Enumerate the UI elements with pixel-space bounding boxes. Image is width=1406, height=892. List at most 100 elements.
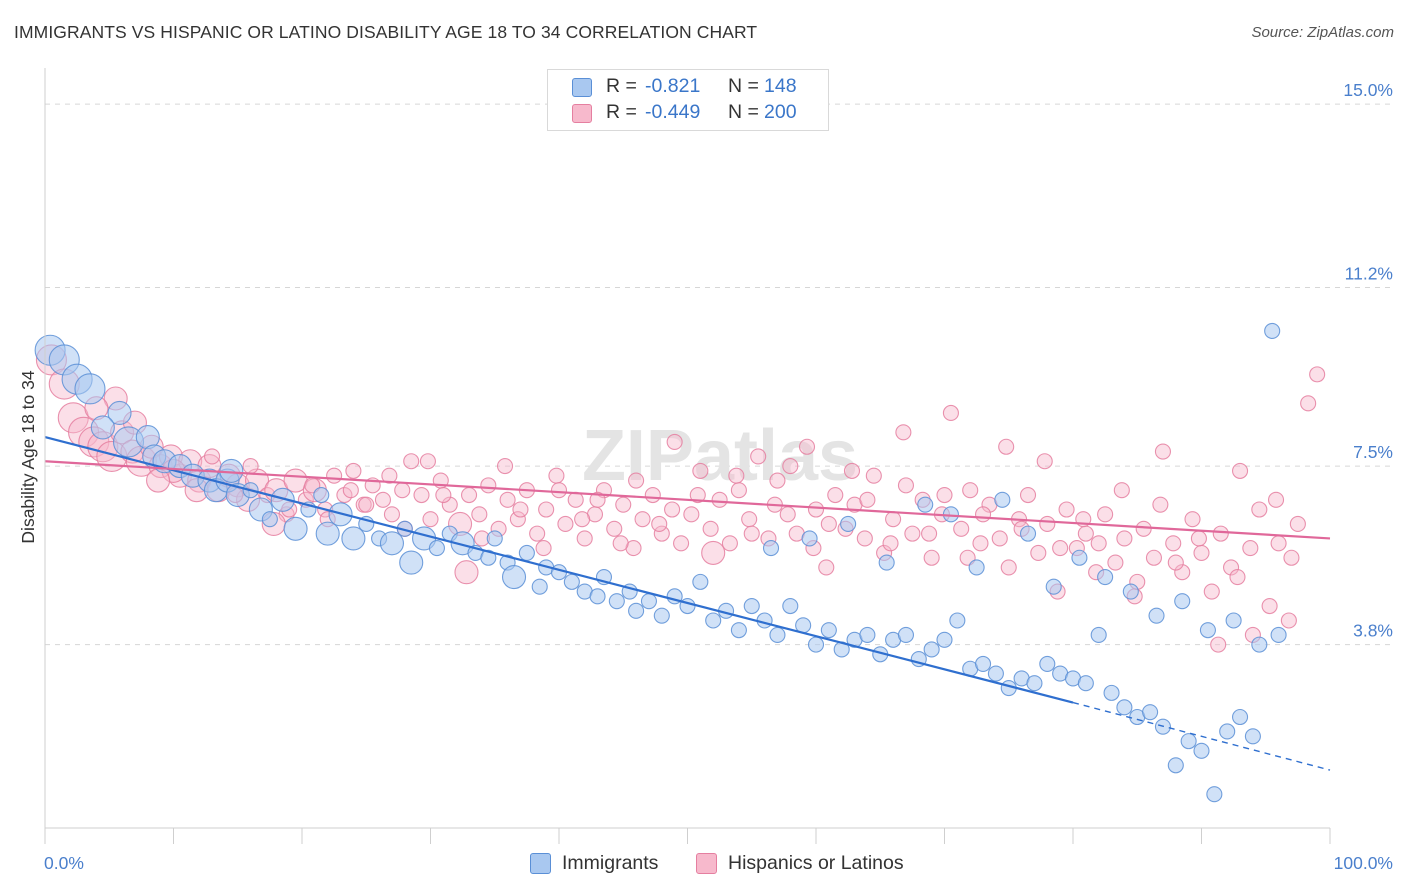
- data-point: [1122, 583, 1139, 600]
- data-point: [730, 622, 747, 639]
- data-point: [728, 467, 745, 484]
- immigrants-trend-line: [44, 436, 1074, 704]
- data-point: [1225, 612, 1242, 629]
- data-point: [315, 521, 340, 546]
- data-point: [1107, 554, 1124, 571]
- data-point: [1206, 786, 1223, 803]
- data-point: [1030, 544, 1047, 561]
- data-point: [1154, 443, 1171, 460]
- data-point: [399, 550, 424, 575]
- immigrants-trend-extension: [1072, 701, 1331, 771]
- data-point: [454, 560, 479, 585]
- data-point: [576, 530, 593, 547]
- data-point: [998, 438, 1015, 455]
- data-point: [1019, 525, 1037, 542]
- data-point: [1135, 520, 1152, 537]
- data-point: [1000, 559, 1017, 576]
- data-point: [313, 486, 330, 504]
- chart-title: IMMIGRANTS VS HISPANIC OR LATINO DISABIL…: [14, 22, 758, 42]
- data-point: [972, 535, 989, 552]
- data-point: [974, 655, 992, 672]
- data-point: [683, 506, 700, 523]
- n-label: N =: [728, 101, 759, 123]
- data-point: [471, 506, 488, 523]
- data-point: [1097, 569, 1114, 586]
- data-point: [90, 415, 115, 440]
- data-point: [692, 462, 709, 479]
- data-point: [1219, 723, 1236, 740]
- data-point: [1116, 699, 1133, 716]
- y-tick-label: 7.5%: [1353, 442, 1393, 462]
- n-value: 148: [764, 75, 797, 97]
- data-point: [1103, 684, 1120, 701]
- hispanics-points: [35, 344, 1326, 653]
- data-point: [1165, 535, 1182, 552]
- data-point: [374, 491, 392, 508]
- data-point: [608, 593, 625, 610]
- data-point: [692, 573, 709, 590]
- y-tick-label: 3.8%: [1353, 621, 1393, 641]
- data-point: [1242, 540, 1259, 557]
- data-point: [991, 530, 1008, 547]
- data-point: [270, 487, 295, 512]
- data-point: [762, 540, 780, 557]
- data-point: [1077, 675, 1094, 692]
- data-point: [1077, 525, 1094, 542]
- data-point: [653, 607, 670, 624]
- data-point: [1210, 636, 1227, 653]
- data-point: [653, 525, 670, 542]
- axes: [44, 68, 1331, 844]
- data-point: [1280, 612, 1297, 629]
- data-point: [501, 565, 527, 590]
- data-point: [644, 486, 661, 504]
- data-point: [1270, 626, 1287, 644]
- data-point: [1261, 597, 1278, 615]
- data-point: [531, 578, 548, 595]
- data-point: [1244, 728, 1261, 745]
- data-point: [782, 458, 799, 475]
- data-point: [107, 400, 132, 426]
- data-point: [441, 496, 458, 513]
- data-point: [612, 535, 629, 552]
- data-point: [968, 559, 985, 576]
- data-point: [1113, 482, 1130, 499]
- legend-label: Immigrants: [562, 852, 659, 874]
- data-point: [74, 373, 106, 405]
- data-point: [801, 530, 818, 547]
- data-point: [358, 496, 375, 513]
- y-axis-label: Disability Age 18 to 34: [18, 370, 38, 543]
- data-point: [450, 531, 475, 556]
- data-point: [499, 491, 516, 508]
- data-point: [949, 612, 966, 629]
- data-point: [923, 549, 940, 566]
- data-point: [1167, 554, 1184, 571]
- data-point: [1184, 511, 1201, 528]
- data-point: [1203, 583, 1220, 600]
- data-point: [1270, 535, 1287, 552]
- data-point: [953, 520, 970, 537]
- y-tick-label: 15.0%: [1343, 80, 1393, 100]
- data-point: [827, 486, 844, 504]
- data-point: [1283, 549, 1300, 566]
- data-point: [1167, 757, 1184, 774]
- data-point: [640, 593, 658, 610]
- data-point: [606, 520, 623, 537]
- hispanics-swatch: [572, 104, 592, 123]
- data-point: [529, 525, 546, 542]
- data-point: [673, 535, 690, 552]
- data-point: [882, 535, 899, 552]
- data-point: [557, 515, 574, 533]
- data-point: [1251, 636, 1268, 653]
- data-point: [589, 491, 606, 508]
- trend-lines: [44, 436, 1331, 771]
- hispanics-trend-line: [44, 460, 1331, 540]
- data-point: [326, 467, 343, 484]
- data-point: [1190, 530, 1207, 547]
- data-point: [897, 626, 915, 644]
- data-point: [512, 501, 529, 518]
- watermark: ZIPatlas: [582, 416, 858, 496]
- grid-lines: [45, 103, 1392, 646]
- data-point: [628, 602, 645, 619]
- data-point: [341, 526, 366, 551]
- data-point: [261, 511, 278, 528]
